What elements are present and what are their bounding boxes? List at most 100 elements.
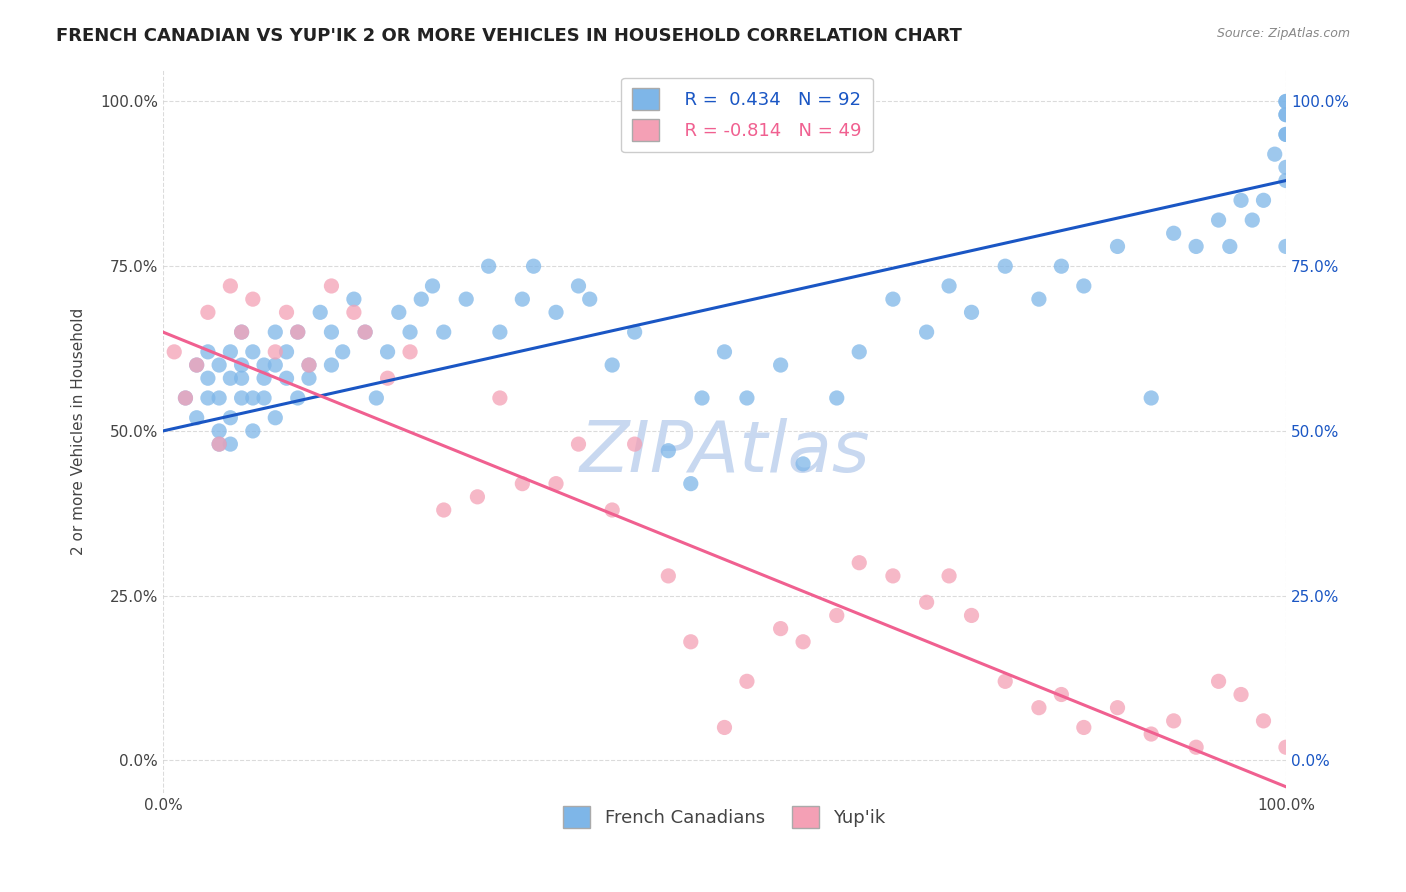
Point [433, 325, 456, 339]
Point [242, 344, 264, 359]
Point [422, 279, 444, 293]
Point [567, 437, 589, 451]
Point [399, 325, 422, 339]
Point [242, 391, 264, 405]
Point [1140, 391, 1163, 405]
Point [208, 437, 231, 451]
Point [242, 292, 264, 306]
Point [287, 325, 309, 339]
Point [298, 371, 321, 385]
Point [1275, 108, 1298, 122]
Point [713, 344, 735, 359]
Point [219, 410, 242, 425]
Point [219, 344, 242, 359]
Point [960, 305, 983, 319]
Point [1185, 239, 1208, 253]
Point [657, 443, 679, 458]
Point [276, 305, 298, 319]
Y-axis label: 2 or more Vehicles in Household: 2 or more Vehicles in Household [72, 308, 86, 555]
Point [377, 344, 399, 359]
Point [231, 325, 253, 339]
Point [792, 634, 814, 648]
Legend: French Canadians, Yup'ik: French Canadians, Yup'ik [555, 798, 893, 835]
Point [1275, 173, 1298, 187]
Point [1163, 714, 1185, 728]
Point [219, 371, 242, 385]
Point [512, 292, 534, 306]
Point [915, 325, 938, 339]
Point [343, 305, 366, 319]
Point [377, 371, 399, 385]
Point [915, 595, 938, 609]
Point [1275, 128, 1298, 142]
Point [1275, 128, 1298, 142]
Point [1073, 279, 1095, 293]
Point [231, 358, 253, 372]
Point [1253, 194, 1275, 208]
Point [960, 608, 983, 623]
Point [994, 259, 1017, 273]
Point [679, 634, 702, 648]
Text: ZIPAtlas: ZIPAtlas [579, 418, 870, 487]
Point [769, 622, 792, 636]
Point [186, 358, 208, 372]
Text: Source: ZipAtlas.com: Source: ZipAtlas.com [1216, 27, 1350, 40]
Point [208, 391, 231, 405]
Point [713, 721, 735, 735]
Point [478, 259, 501, 273]
Point [231, 391, 253, 405]
Point [276, 371, 298, 385]
Point [489, 325, 512, 339]
Point [512, 476, 534, 491]
Point [1185, 740, 1208, 755]
Point [882, 569, 904, 583]
Point [298, 358, 321, 372]
Point [1163, 226, 1185, 240]
Point [938, 279, 960, 293]
Point [343, 292, 366, 306]
Point [388, 305, 411, 319]
Point [467, 490, 489, 504]
Point [623, 325, 645, 339]
Point [578, 292, 600, 306]
Point [769, 358, 792, 372]
Point [657, 569, 679, 583]
Point [623, 437, 645, 451]
Point [735, 674, 758, 689]
Point [197, 305, 219, 319]
Point [1241, 213, 1264, 227]
Point [321, 279, 343, 293]
Point [1230, 194, 1253, 208]
Point [1107, 700, 1129, 714]
Point [1028, 700, 1050, 714]
Point [1275, 740, 1298, 755]
Point [1253, 714, 1275, 728]
Point [264, 325, 287, 339]
Point [690, 391, 713, 405]
Point [735, 391, 758, 405]
Point [219, 279, 242, 293]
Point [1219, 239, 1241, 253]
Point [253, 391, 276, 405]
Point [186, 410, 208, 425]
Point [1264, 147, 1286, 161]
Point [544, 476, 567, 491]
Point [197, 344, 219, 359]
Point [1028, 292, 1050, 306]
Point [433, 503, 456, 517]
Point [1140, 727, 1163, 741]
Point [321, 358, 343, 372]
Point [1050, 688, 1073, 702]
Point [321, 325, 343, 339]
Point [298, 358, 321, 372]
Point [208, 358, 231, 372]
Point [1275, 161, 1298, 175]
Point [287, 391, 309, 405]
Point [1275, 239, 1298, 253]
Point [848, 556, 870, 570]
Point [825, 608, 848, 623]
Point [208, 424, 231, 438]
Point [287, 325, 309, 339]
Point [848, 344, 870, 359]
Point [567, 279, 589, 293]
